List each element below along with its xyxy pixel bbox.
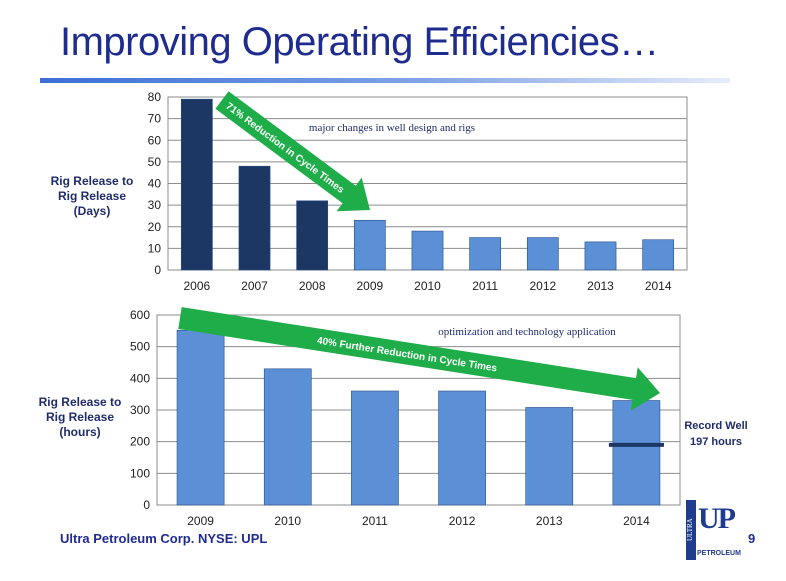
chart1-xtick-label: 2009 <box>356 279 383 293</box>
chart2-bar <box>263 368 312 506</box>
chart2-xtick-label: 2011 <box>362 514 388 528</box>
chart1-ytick-label: 50 <box>148 155 162 169</box>
page-number: 9 <box>748 531 756 546</box>
chart1-xtick-label: 2013 <box>587 279 614 293</box>
chart2-note: optimization and technology application <box>438 326 616 338</box>
chart2-ytick-label: 100 <box>130 466 150 480</box>
chart1-xtick-label: 2008 <box>299 279 326 293</box>
chart1-bar <box>469 237 502 271</box>
chart1-ytick-label: 10 <box>148 241 162 255</box>
chart1-ytick-label: 80 <box>148 90 162 104</box>
chart2-bar <box>351 390 399 506</box>
chart2-ylabel-line: (hours) <box>59 425 101 439</box>
chart2-ylabel: Rig Release to Rig Release (hours) <box>36 395 124 440</box>
chart1-ytick-label: 40 <box>148 177 162 191</box>
chart2-ytick-label: 300 <box>130 403 150 417</box>
chart1-bar <box>296 200 329 271</box>
chart1-ytick-label: 20 <box>148 220 162 234</box>
chart1-ylabel-line: Rig Release to <box>50 174 134 188</box>
chart1-bar <box>411 230 444 271</box>
chart1-xtick-label: 2014 <box>645 279 672 293</box>
chart1-ytick-label: 30 <box>148 198 162 212</box>
record-well-note: Record Well 197 hours <box>676 418 756 450</box>
chart2-arrow <box>178 307 661 411</box>
chart2-bar <box>438 390 486 506</box>
chart1-ylabel-line: Rig Release <box>57 189 127 203</box>
chart2-ylabel-line: Rig Release to <box>38 395 122 409</box>
record-well-line: 197 hours <box>690 436 742 448</box>
chart1-bar <box>180 98 213 271</box>
chart2-bar <box>176 329 225 506</box>
chart1-xtick-label: 2006 <box>183 279 210 293</box>
chart2-bar <box>612 400 661 506</box>
chart1-bar <box>584 241 617 271</box>
chart1-ylabel: Rig Release to Rig Release (Days) <box>48 174 136 219</box>
logo-word-text: PETROLEUM <box>697 550 741 557</box>
chart2-ytick-label: 600 <box>130 308 150 322</box>
chart1-note: major changes in well design and rigs <box>309 122 475 134</box>
chart2-ytick-label: 200 <box>130 435 150 449</box>
company-logo: ULTRA UP PETROLEUM <box>686 500 741 562</box>
chart1-xtick-label: 2007 <box>241 279 268 293</box>
chart1-xtick-label: 2010 <box>414 279 441 293</box>
chart1-bar <box>642 239 675 271</box>
chart2-bar <box>525 407 574 506</box>
chart1-arrow <box>215 91 370 212</box>
chart1-ytick-label: 70 <box>148 112 162 126</box>
chart1-ylabel-line: (Days) <box>73 204 111 218</box>
chart2-ytick-label: 400 <box>130 371 150 385</box>
chart1-ytick-label: 0 <box>154 263 161 277</box>
logo-up-text: UP <box>698 502 736 535</box>
logo-side-text: ULTRA <box>686 500 696 560</box>
chart2-ytick-label: 0 <box>143 498 150 512</box>
record-well-line: Record Well <box>684 420 748 432</box>
chart2-xtick-label: 2009 <box>187 514 214 528</box>
chart2-xtick-label: 2014 <box>623 514 650 528</box>
chart1-ytick-label: 60 <box>148 133 162 147</box>
chart1-bar <box>526 237 559 271</box>
chart2-ylabel-line: Rig Release <box>45 410 115 424</box>
footer-company: Ultra Petroleum Corp. NYSE: UPL <box>60 531 268 546</box>
chart2-xtick-label: 2013 <box>536 514 563 528</box>
title-underline <box>40 78 730 83</box>
chart1-bar <box>353 219 386 271</box>
chart2-xtick-label: 2012 <box>449 514 476 528</box>
chart1-bar <box>238 165 271 271</box>
chart1-xtick-label: 2011 <box>472 279 498 293</box>
page-title: Improving Operating Efficiencies… <box>60 20 659 64</box>
chart2-xtick-label: 2010 <box>274 514 301 528</box>
chart2-ytick-label: 500 <box>130 340 150 354</box>
chart1-xtick-label: 2012 <box>529 279 556 293</box>
